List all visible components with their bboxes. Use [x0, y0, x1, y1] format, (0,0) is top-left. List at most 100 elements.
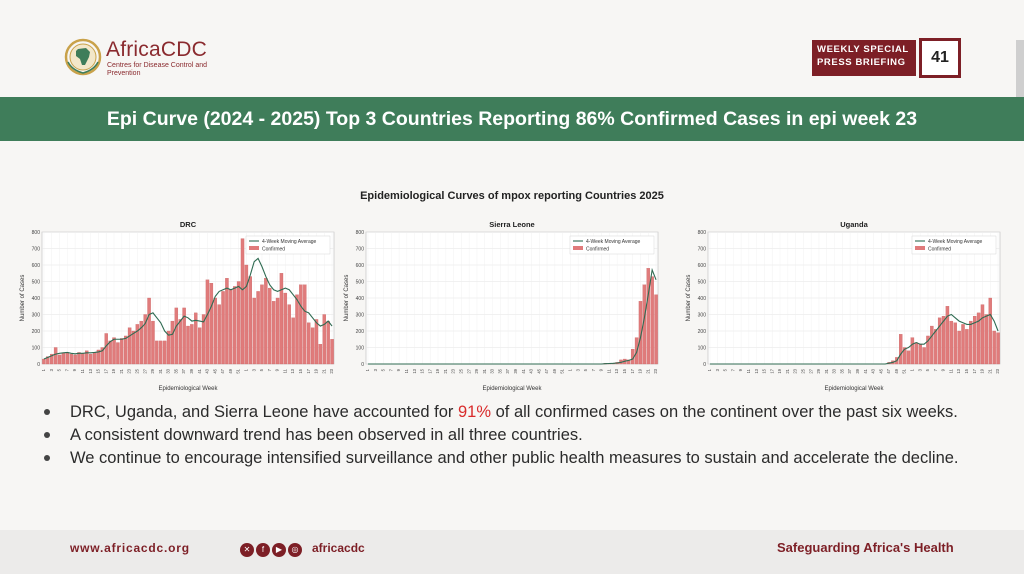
charts-title: Epidemiological Curves of mpox reporting…	[360, 190, 664, 202]
x-tick-label: 21	[785, 368, 790, 373]
bar-confirmed	[322, 314, 326, 365]
bar-confirmed	[303, 284, 307, 365]
bar-confirmed	[233, 286, 237, 365]
x-tick-label: 7	[730, 368, 735, 371]
bullet-item: A consistent downward trend has been obs…	[44, 425, 1014, 446]
x-tick-label: 39	[513, 368, 518, 373]
bar-confirmed	[899, 334, 903, 365]
bar-confirmed	[108, 340, 112, 365]
title-band: Epi Curve (2024 - 2025) Top 3 Countries …	[0, 97, 1024, 141]
x-tick-label: 19	[314, 368, 319, 373]
scrollbar[interactable]	[1016, 40, 1024, 110]
bar-confirmed	[922, 347, 926, 365]
bullet-dot	[44, 432, 50, 438]
y-tick-label: 800	[32, 230, 41, 236]
line-moving-average	[709, 313, 999, 365]
x-tick-label: 3	[575, 368, 580, 371]
briefing-number: 41	[919, 38, 961, 78]
x-tick-label: 33	[832, 368, 837, 373]
bar-confirmed	[194, 312, 198, 365]
x-tick-label: 37	[181, 368, 186, 373]
bar-confirmed	[941, 316, 946, 365]
x-tick-label: 17	[972, 368, 977, 373]
bar-confirmed	[330, 339, 334, 365]
bar-confirmed	[248, 276, 253, 365]
x-tick-label: 19	[980, 368, 985, 373]
x-tick-label: 13	[614, 368, 619, 373]
bar-confirmed	[961, 324, 965, 365]
bar-confirmed	[217, 304, 221, 365]
chart-uganda: Uganda 0 100 200 300 400 500 600 700 800 1 3 5 7 9 11 13…	[684, 218, 1004, 394]
x-tick-label: 27	[808, 368, 813, 373]
legend-box	[245, 235, 331, 255]
x-icon[interactable]: ✕	[240, 542, 254, 557]
bar-confirmed	[953, 322, 957, 365]
africacdc-logo: AfricaCDC Centres for Disease Control an…	[64, 38, 224, 82]
x-tick-label: 51	[236, 368, 241, 373]
bar-confirmed	[182, 307, 186, 365]
x-tick-label: 45	[212, 368, 217, 373]
line-moving-average	[367, 267, 657, 365]
x-tick-label: 37	[847, 368, 852, 373]
legend-swatch-confirmed	[249, 246, 259, 250]
bar-confirmed	[295, 294, 299, 365]
x-tick-label: 39	[855, 368, 860, 373]
social-handle[interactable]: africacdc	[312, 541, 365, 555]
x-tick-label: 15	[964, 368, 969, 373]
x-tick-label: 21	[645, 368, 650, 373]
bar-confirmed	[310, 327, 315, 365]
x-tick-label: 31	[158, 368, 163, 373]
x-tick-label: 5	[259, 368, 264, 371]
y-tick-label: 600	[32, 263, 41, 269]
x-tick-label: 9	[941, 368, 946, 371]
x-tick-label: 1	[707, 368, 712, 371]
y-tick-label: 800	[356, 230, 365, 236]
x-tick-label: 13	[88, 368, 93, 373]
logo-name: AfricaCDC	[106, 38, 207, 61]
bar-confirmed	[147, 297, 151, 365]
x-tick-label: 37	[505, 368, 510, 373]
y-tick-label: 700	[32, 246, 41, 252]
x-tick-label: 29	[474, 368, 479, 373]
bar-confirmed	[326, 320, 330, 365]
y-tick-label: 300	[698, 312, 707, 318]
line-moving-average	[43, 257, 333, 360]
y-tick-label: 400	[32, 296, 41, 302]
bar-confirmed	[949, 320, 954, 365]
bar-confirmed	[170, 320, 175, 365]
bar-confirmed	[976, 312, 981, 365]
x-tick-label: 39	[189, 368, 194, 373]
highlight-percent: 91%	[458, 403, 492, 421]
y-tick-label: 500	[356, 279, 365, 285]
instagram-icon[interactable]: ◎	[288, 542, 302, 557]
bar-confirmed	[46, 356, 50, 365]
x-tick-label: 3	[49, 368, 54, 371]
bar-confirmed	[906, 350, 911, 365]
x-tick-label: 7	[933, 368, 938, 371]
bar-confirmed	[166, 330, 171, 365]
website-link[interactable]: www.africacdc.org	[70, 541, 190, 555]
facebook-icon[interactable]: f	[256, 542, 270, 557]
bar-confirmed	[197, 327, 202, 365]
x-tick-label: 13	[754, 368, 759, 373]
x-tick-label: 43	[871, 368, 876, 373]
bar-confirmed	[275, 297, 280, 365]
x-tick-label: 1	[365, 368, 370, 371]
bar-confirmed	[88, 353, 93, 365]
x-tick-label: 7	[64, 368, 69, 371]
youtube-icon[interactable]: ▶	[272, 542, 286, 557]
bar-confirmed	[178, 319, 182, 365]
x-tick-label: 9	[396, 368, 401, 371]
x-tick-label: 7	[591, 368, 596, 371]
x-tick-label: 1	[244, 368, 249, 371]
x-tick-label: 41	[521, 368, 526, 373]
bar-confirmed	[190, 324, 194, 365]
bar-confirmed	[988, 297, 992, 365]
bar-confirmed	[155, 340, 159, 365]
footer-tagline: Safeguarding Africa's Health	[777, 540, 954, 555]
bar-confirmed	[283, 292, 288, 365]
bar-confirmed	[945, 306, 950, 365]
